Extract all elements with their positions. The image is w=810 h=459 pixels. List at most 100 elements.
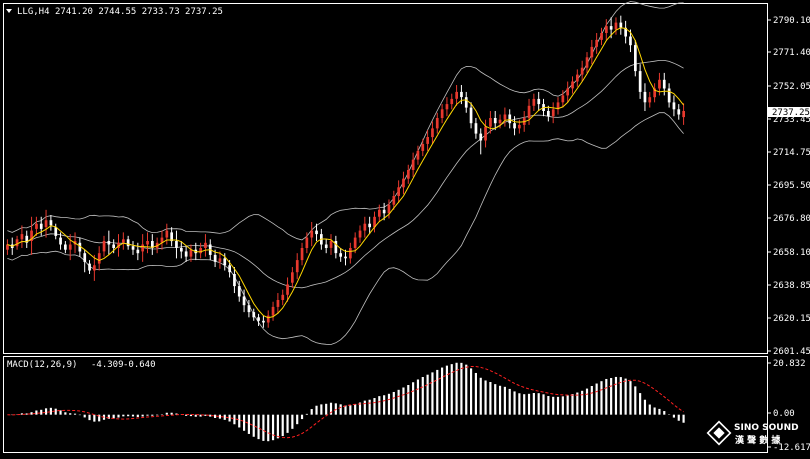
candle — [619, 15, 623, 35]
candle — [295, 253, 299, 280]
candle — [624, 20, 627, 44]
candle-body — [247, 305, 251, 313]
candle — [324, 239, 328, 254]
candle — [88, 260, 91, 274]
candle-body — [39, 223, 43, 229]
candle-body — [131, 246, 135, 250]
candle-body — [151, 241, 154, 248]
candle — [83, 249, 87, 273]
price-tick-label: 2620.15 — [773, 314, 810, 324]
candle — [20, 225, 24, 248]
candle-body — [590, 46, 594, 58]
candle — [638, 64, 642, 99]
candle-body — [638, 71, 642, 92]
candle — [643, 83, 647, 112]
candle — [416, 145, 420, 165]
candle — [653, 83, 656, 103]
candle-body — [373, 216, 376, 228]
candle — [141, 234, 144, 262]
candle — [286, 277, 289, 302]
candle — [93, 254, 96, 281]
candle-body — [15, 239, 19, 247]
candle — [59, 232, 62, 250]
candle — [64, 241, 67, 254]
candle — [571, 76, 574, 94]
candle-body — [571, 81, 574, 89]
candle-body — [600, 33, 603, 40]
candle-body — [435, 118, 439, 129]
macd-tick-label: -12.617 — [773, 443, 810, 453]
candle — [233, 267, 236, 294]
candle-body — [537, 98, 541, 105]
candle — [493, 111, 497, 131]
candle-body — [300, 248, 304, 261]
candle — [353, 232, 357, 254]
candle — [25, 230, 29, 248]
candle-body — [218, 258, 222, 262]
candle-body — [455, 91, 458, 99]
candle-body — [411, 159, 415, 170]
candle-body — [257, 317, 260, 321]
candle-body — [252, 312, 256, 318]
candle-body — [223, 258, 227, 266]
candle — [513, 116, 516, 136]
candle-body — [30, 230, 33, 241]
candle-body — [344, 256, 347, 259]
candle-body — [324, 244, 328, 248]
candle-body — [585, 57, 589, 68]
candle-body — [20, 234, 24, 240]
candle — [677, 104, 681, 120]
candlestick-series — [6, 15, 685, 328]
bollinger-lower-line — [7, 112, 684, 345]
candle — [435, 112, 439, 134]
candle-body — [35, 223, 38, 229]
candle-body — [353, 237, 357, 248]
candle — [151, 234, 154, 255]
candle — [160, 230, 164, 250]
price-tick-label: 2714.75 — [773, 148, 810, 158]
candle-body — [624, 27, 627, 37]
candle-body — [609, 26, 613, 30]
candle-body — [146, 241, 149, 245]
candle-body — [460, 91, 463, 98]
candle-body — [78, 242, 82, 252]
candle-body — [658, 79, 661, 89]
candle — [387, 199, 391, 219]
candle — [281, 289, 285, 306]
candle — [382, 202, 386, 221]
price-tick-label: 2695.50 — [773, 181, 810, 191]
candle-body — [305, 237, 309, 248]
candle — [590, 39, 594, 65]
candle — [508, 109, 512, 129]
candle — [614, 17, 618, 35]
candle-body — [479, 133, 483, 141]
candle — [431, 121, 434, 144]
candle-body — [431, 128, 434, 138]
ohlc-readout: 2741.20 2744.55 2733.73 2737.25 — [55, 7, 223, 17]
candle — [344, 249, 347, 266]
candle-body — [614, 22, 618, 30]
chart-menu-triangle-icon[interactable] — [6, 9, 12, 13]
candle-body — [64, 244, 67, 250]
candle — [291, 267, 294, 288]
candle — [426, 130, 429, 151]
candle-body — [363, 223, 367, 231]
price-tick-label: 2601.45 — [773, 347, 810, 357]
candle — [407, 164, 410, 184]
candle-body — [141, 244, 144, 252]
candle — [199, 242, 202, 259]
moving-average-line — [7, 27, 684, 319]
candle-body — [576, 74, 579, 82]
macd-main-value: -4.309 — [91, 360, 124, 370]
candle — [300, 242, 304, 266]
candle — [595, 33, 598, 54]
candle-body — [677, 109, 681, 115]
candle-body — [44, 220, 48, 228]
candle — [551, 102, 555, 124]
candle — [175, 230, 178, 259]
candle-body — [672, 102, 676, 110]
candle-body — [281, 294, 285, 300]
candle-body — [634, 45, 637, 72]
